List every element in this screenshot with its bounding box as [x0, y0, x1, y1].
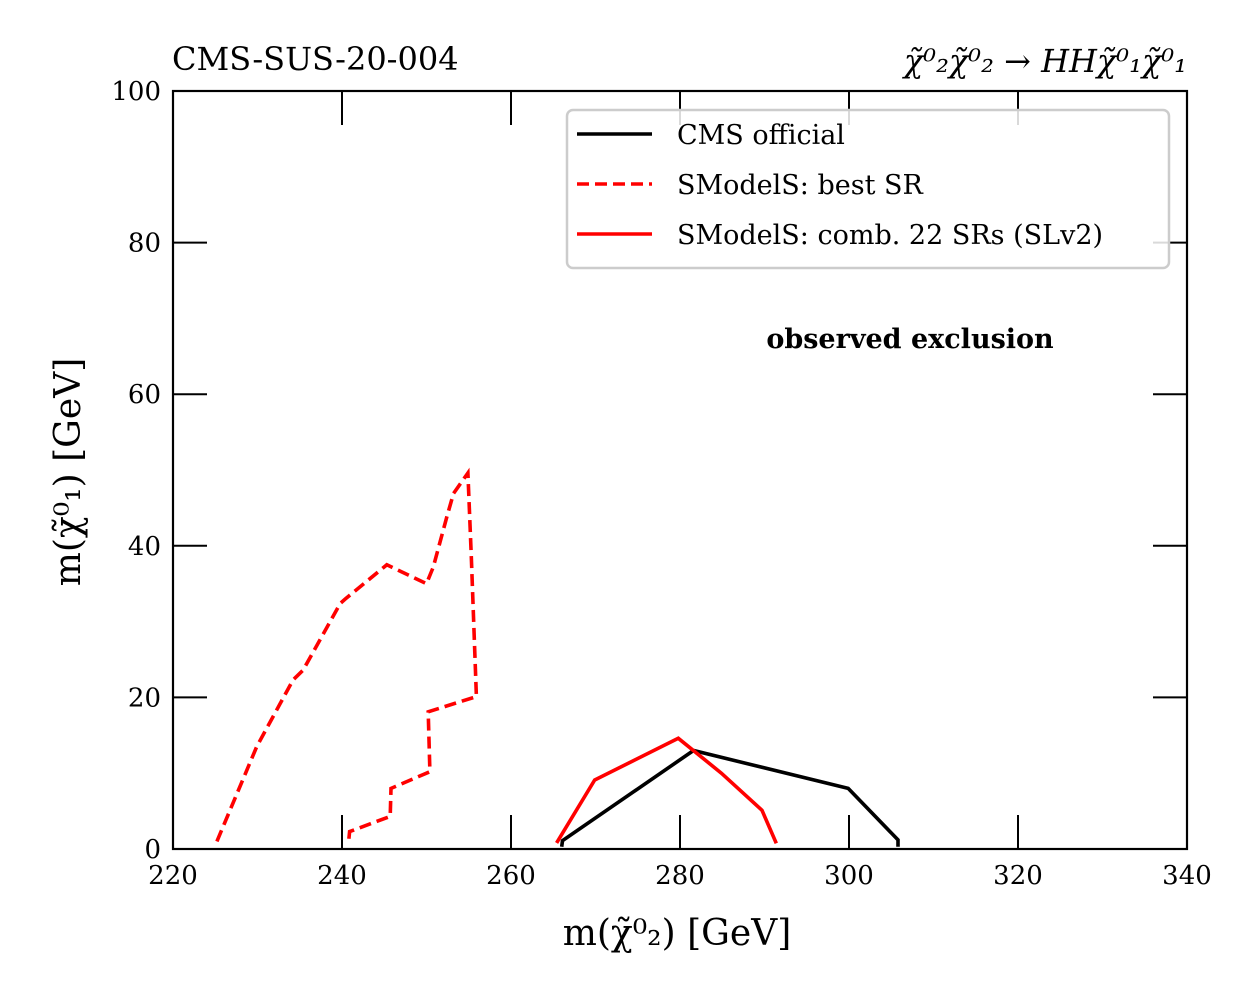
legend-label: SModelS: best SR — [677, 170, 924, 201]
x-tick-label: 340 — [1162, 861, 1212, 891]
x-tick-label: 240 — [317, 861, 367, 891]
legend: CMS official SModelS: best SR SModelS: com… — [565, 108, 1171, 270]
legend-label: CMS official — [677, 120, 845, 151]
y-tick-label: 100 — [111, 77, 161, 107]
series-line-smodels-combined — [555, 736, 778, 845]
legend-label: SModelS: comb. 22 SRs (SLv2) — [677, 220, 1103, 251]
y-tick-label: 20 — [128, 683, 161, 713]
series-line-cms-official — [559, 748, 900, 847]
legend-box — [565, 108, 1171, 270]
x-axis-label: m(χ̃⁰₂) [GeV] — [563, 913, 792, 954]
annotation-observed-exclusion: observed exclusion — [766, 324, 1054, 355]
x-tick-label: 280 — [655, 861, 705, 891]
y-axis-label: m(χ̃⁰₁) [GeV] — [48, 358, 89, 587]
series-layer — [215, 467, 900, 847]
y-tick-label: 80 — [128, 229, 161, 259]
x-tick-label: 320 — [993, 861, 1043, 891]
x-tick-label: 300 — [824, 861, 874, 891]
x-tick-label: 220 — [148, 861, 198, 891]
title-right: χ̃⁰₂χ̃⁰₂ → HHχ̃⁰₁χ̃⁰₁ — [902, 42, 1187, 80]
y-tick-label: 60 — [128, 380, 161, 410]
series-line-smodels-best-sr — [215, 467, 479, 843]
y-tick-label: 0 — [144, 835, 161, 865]
y-tick-label: 40 — [128, 532, 161, 562]
plot-area: 220 240 260 280 300 320 340 0 20 40 60 80 100 — [111, 77, 1211, 891]
x-tick-label: 260 — [486, 861, 536, 891]
title-left: CMS-SUS-20-004 — [172, 40, 459, 78]
